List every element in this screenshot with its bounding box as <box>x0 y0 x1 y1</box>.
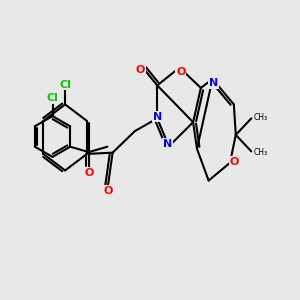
Text: O: O <box>103 186 112 196</box>
Text: CH₃: CH₃ <box>254 148 268 157</box>
Text: N: N <box>209 78 218 88</box>
Text: O: O <box>176 67 185 77</box>
Text: Cl: Cl <box>59 80 71 90</box>
Text: O: O <box>84 168 94 178</box>
Text: N: N <box>163 139 172 149</box>
Text: O: O <box>136 65 145 75</box>
Text: O: O <box>230 157 239 166</box>
Text: N: N <box>153 112 162 122</box>
Text: CH₃: CH₃ <box>254 113 268 122</box>
Text: Cl: Cl <box>46 93 58 103</box>
